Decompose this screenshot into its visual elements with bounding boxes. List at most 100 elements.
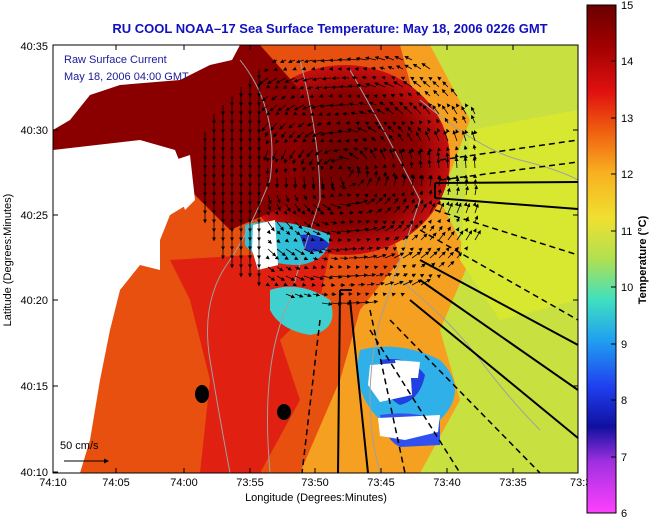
current-vector: [292, 210, 297, 215]
current-vector: [330, 301, 343, 306]
current-vector: [393, 197, 399, 205]
current-vector: [310, 237, 316, 242]
current-vector: [424, 90, 431, 97]
current-vector: [472, 156, 477, 169]
current-vector: [402, 235, 409, 241]
colorbar-tick: 8: [621, 395, 627, 407]
current-vector: [303, 194, 308, 201]
current-vector: [434, 130, 440, 142]
colorbar-tick: 13: [621, 113, 633, 125]
current-vector: [437, 76, 442, 81]
current-vector: [301, 158, 305, 166]
current-vector: [436, 274, 442, 279]
colorbar-tick: 15: [621, 0, 633, 12]
x-tick-label: 73:3: [570, 477, 591, 489]
current-vector: [402, 224, 411, 232]
current-vector: [328, 138, 333, 143]
current-vector: [455, 227, 460, 232]
current-vector: [446, 218, 451, 223]
current-vector: [428, 200, 432, 205]
current-vector: [315, 85, 323, 90]
current-vector: [464, 178, 469, 187]
current-vector: [285, 266, 292, 271]
ocean-yellow-patch: [460, 110, 578, 320]
current-vector: [292, 158, 297, 165]
current-vector: [348, 169, 354, 178]
y-tick-label: 40:30: [20, 125, 48, 137]
current-vector: [294, 248, 305, 255]
annotation-current-label: Raw Surface Current: [64, 54, 167, 66]
current-vector: [447, 230, 455, 241]
colorbar-tick: 14: [621, 56, 633, 68]
current-vector: [393, 236, 400, 241]
current-vector: [418, 120, 423, 125]
current-vector: [376, 108, 386, 115]
current-vector: [294, 293, 304, 298]
current-vector: [293, 111, 298, 116]
current-vector: [339, 247, 349, 252]
current-vector: [284, 111, 289, 116]
current-vector: [269, 104, 278, 112]
current-vector: [437, 218, 441, 224]
current-vector: [261, 95, 269, 102]
current-vector: [276, 248, 286, 257]
missing-data-4: [395, 360, 420, 378]
current-vector: [409, 161, 414, 169]
current-vector: [280, 131, 287, 139]
current-vector: [339, 220, 346, 225]
current-vector: [285, 293, 296, 299]
current-vector: [446, 187, 451, 196]
current-vector: [330, 230, 342, 235]
current-vector: [319, 93, 324, 98]
current-vector: [393, 81, 404, 88]
current-vector: [348, 182, 357, 187]
buoy-marker-1: [195, 385, 209, 403]
current-vector: [432, 105, 440, 115]
x-axis-label: Longitude (Degrees:Minutes): [245, 492, 387, 504]
current-vector: [438, 261, 445, 268]
current-vector: [455, 186, 460, 196]
current-vector: [419, 199, 424, 205]
current-vector: [399, 93, 404, 98]
current-vector: [463, 145, 468, 151]
y-tick-label: 40:15: [20, 381, 48, 393]
current-vector: [383, 147, 388, 153]
current-vector: [284, 77, 296, 83]
current-vector: [419, 76, 424, 81]
current-vector: [409, 220, 414, 225]
current-vector: [415, 91, 422, 97]
current-vector: [447, 251, 454, 259]
current-vector: [299, 94, 305, 99]
current-vector: [348, 102, 359, 107]
current-vector: [292, 184, 297, 189]
current-vector: [432, 80, 440, 88]
current-vector: [384, 247, 389, 251]
current-vector: [279, 122, 287, 130]
current-vector: [402, 273, 409, 278]
current-vector: [366, 226, 378, 232]
current-vector: [312, 230, 321, 235]
current-vector: [350, 111, 359, 116]
current-vector: [312, 292, 321, 297]
x-tick-label: 73:40: [433, 477, 461, 489]
land-sandy-hook: [175, 155, 195, 210]
current-vector: [320, 176, 325, 189]
current-vector: [294, 256, 299, 260]
current-vector: [312, 248, 324, 254]
current-vector: [283, 210, 288, 215]
current-vector: [365, 169, 370, 178]
current-vector: [402, 198, 407, 205]
current-vector: [400, 220, 405, 225]
current-vector: [407, 126, 413, 133]
current-vector: [329, 210, 335, 215]
current-vector: [319, 210, 325, 215]
current-vector: [406, 132, 413, 142]
current-vector: [366, 246, 373, 251]
current-vector: [373, 147, 378, 152]
current-vector: [299, 85, 305, 90]
current-vector: [391, 163, 396, 169]
current-vector: [321, 275, 334, 280]
current-vector: [290, 94, 296, 99]
current-vector: [364, 193, 369, 198]
current-vector: [366, 299, 379, 304]
